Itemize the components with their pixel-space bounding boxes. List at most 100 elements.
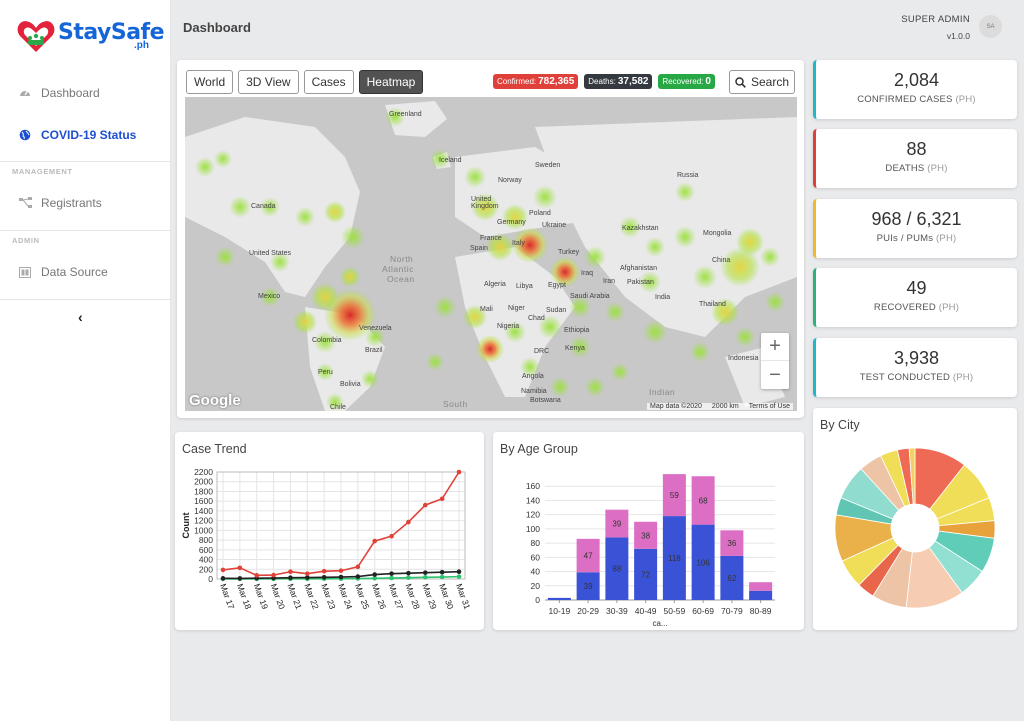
bar-segment[interactable]	[749, 590, 773, 600]
data-point[interactable]	[304, 575, 310, 580]
data-point[interactable]	[220, 576, 226, 581]
data-label: 72	[641, 570, 650, 579]
data-point[interactable]	[389, 533, 394, 539]
y-tick-label: 400	[199, 555, 213, 565]
x-tick-label: Mar 30	[437, 582, 456, 611]
data-point[interactable]	[439, 574, 445, 580]
bar-segment[interactable]	[576, 572, 600, 600]
data-point[interactable]	[406, 519, 411, 525]
map-label: Niger	[508, 305, 525, 312]
tab-heatmap[interactable]: Heatmap	[358, 70, 424, 94]
tab-cases[interactable]: Cases	[303, 70, 354, 94]
data-point[interactable]	[355, 564, 361, 570]
data-label: 68	[699, 496, 708, 505]
data-point[interactable]	[406, 575, 411, 580]
zoom-in-button[interactable]: +	[761, 333, 789, 361]
data-point[interactable]	[288, 575, 293, 581]
x-tick-label: Mar 20	[269, 582, 288, 611]
y-tick-label: 1200	[194, 516, 213, 526]
data-point[interactable]	[338, 568, 344, 574]
map-label: Iran	[603, 278, 616, 285]
heatmap-map[interactable]: Greenland Iceland Sweden Norway Russia U…	[185, 97, 797, 411]
data-point[interactable]	[456, 569, 462, 575]
chart-title: Case Trend	[182, 442, 247, 456]
y-tick-label: 20	[531, 581, 541, 591]
sidebar-item-data-source[interactable]: Data Source	[0, 251, 171, 293]
map-label: India	[655, 294, 671, 301]
donut-slice[interactable]	[908, 447, 916, 505]
stat-label-text: RECOVERED	[873, 302, 936, 313]
bar-segment[interactable]	[605, 509, 629, 538]
data-point[interactable]	[321, 574, 327, 580]
search-button[interactable]: Search	[729, 70, 795, 94]
data-point[interactable]	[439, 569, 445, 575]
bar-segment[interactable]	[720, 555, 744, 600]
network-icon	[18, 196, 32, 210]
data-point[interactable]	[220, 567, 226, 573]
data-point[interactable]	[422, 570, 428, 575]
bar-segment[interactable]	[662, 516, 686, 600]
case-trend-chart[interactable]: 0200400600800100012001400160018002000220…	[175, 432, 484, 630]
bar-segment[interactable]	[662, 474, 686, 517]
bar-segment[interactable]	[691, 476, 715, 525]
data-point[interactable]	[254, 573, 260, 578]
map-label: Brazil	[365, 347, 383, 354]
x-tick-label: Mar 23	[319, 582, 338, 611]
bar-segment[interactable]	[547, 597, 571, 600]
bar-segment[interactable]	[576, 538, 600, 573]
data-point[interactable]	[439, 496, 445, 502]
data-point[interactable]	[456, 469, 462, 475]
data-point[interactable]	[304, 571, 310, 576]
sidebar-item-label: Data Source	[41, 265, 108, 279]
data-point[interactable]	[389, 571, 394, 576]
data-point[interactable]	[422, 502, 428, 508]
data-point[interactable]	[237, 576, 243, 581]
bar-segment[interactable]	[720, 530, 744, 556]
data-point[interactable]	[271, 572, 276, 578]
bar-segment[interactable]	[634, 521, 658, 549]
map-label: Norway	[498, 177, 522, 184]
map-label: Egypt	[548, 282, 566, 289]
data-point[interactable]	[288, 569, 293, 575]
collapse-sidebar-button[interactable]: ‹	[78, 309, 83, 325]
by-city-donut[interactable]	[813, 408, 1017, 630]
deaths-label: Deaths:	[588, 77, 616, 86]
avatar[interactable]: SA	[979, 15, 1002, 38]
map-label: United States	[249, 250, 292, 257]
logo[interactable]: StaySafe .ph	[16, 16, 165, 56]
zoom-out-button[interactable]: −	[769, 363, 781, 386]
x-tick-label: Mar 25	[353, 582, 372, 611]
data-point[interactable]	[237, 565, 243, 571]
data-point[interactable]	[355, 574, 361, 579]
age-group-chart[interactable]: 0 20 40 60 80 100 120 140 160 10-19 39 47 20-29 88 39 3…	[493, 432, 804, 630]
data-label: 38	[641, 531, 650, 540]
map-label: Chad	[528, 315, 545, 322]
tab-3d-view[interactable]: 3D View	[238, 70, 299, 94]
data-point[interactable]	[372, 538, 378, 544]
confirmed-value: 782,365	[538, 76, 575, 87]
logo-text: StaySafe	[58, 20, 165, 45]
data-point[interactable]	[372, 575, 378, 581]
data-point[interactable]	[372, 572, 378, 577]
data-point[interactable]	[321, 568, 327, 574]
data-point[interactable]	[456, 574, 462, 579]
terms-link[interactable]: Terms of Use	[748, 403, 790, 410]
map-card: World 3D View Cases Heatmap Confirmed: 78…	[177, 60, 804, 418]
bar-segment[interactable]	[634, 548, 658, 600]
bar-segment[interactable]	[749, 582, 773, 591]
data-label: 106	[696, 558, 710, 567]
sidebar-item-registrants[interactable]: Registrants	[0, 182, 171, 224]
tab-world[interactable]: World	[186, 70, 234, 94]
data-point[interactable]	[338, 574, 344, 580]
map-data-credit[interactable]: Map data ©2020	[650, 403, 702, 410]
sidebar-item-dashboard[interactable]: Dashboard	[0, 72, 171, 114]
bar-segment[interactable]	[691, 524, 715, 600]
map-scale[interactable]: 2000 km	[711, 403, 739, 410]
bar-segment[interactable]	[605, 537, 629, 600]
data-point[interactable]	[389, 575, 394, 581]
sidebar-item-covid-status[interactable]: COVID-19 Status	[0, 114, 171, 156]
data-point[interactable]	[406, 570, 411, 576]
map-label: France	[480, 235, 502, 242]
data-label: 36	[727, 539, 736, 548]
data-point[interactable]	[422, 574, 428, 580]
